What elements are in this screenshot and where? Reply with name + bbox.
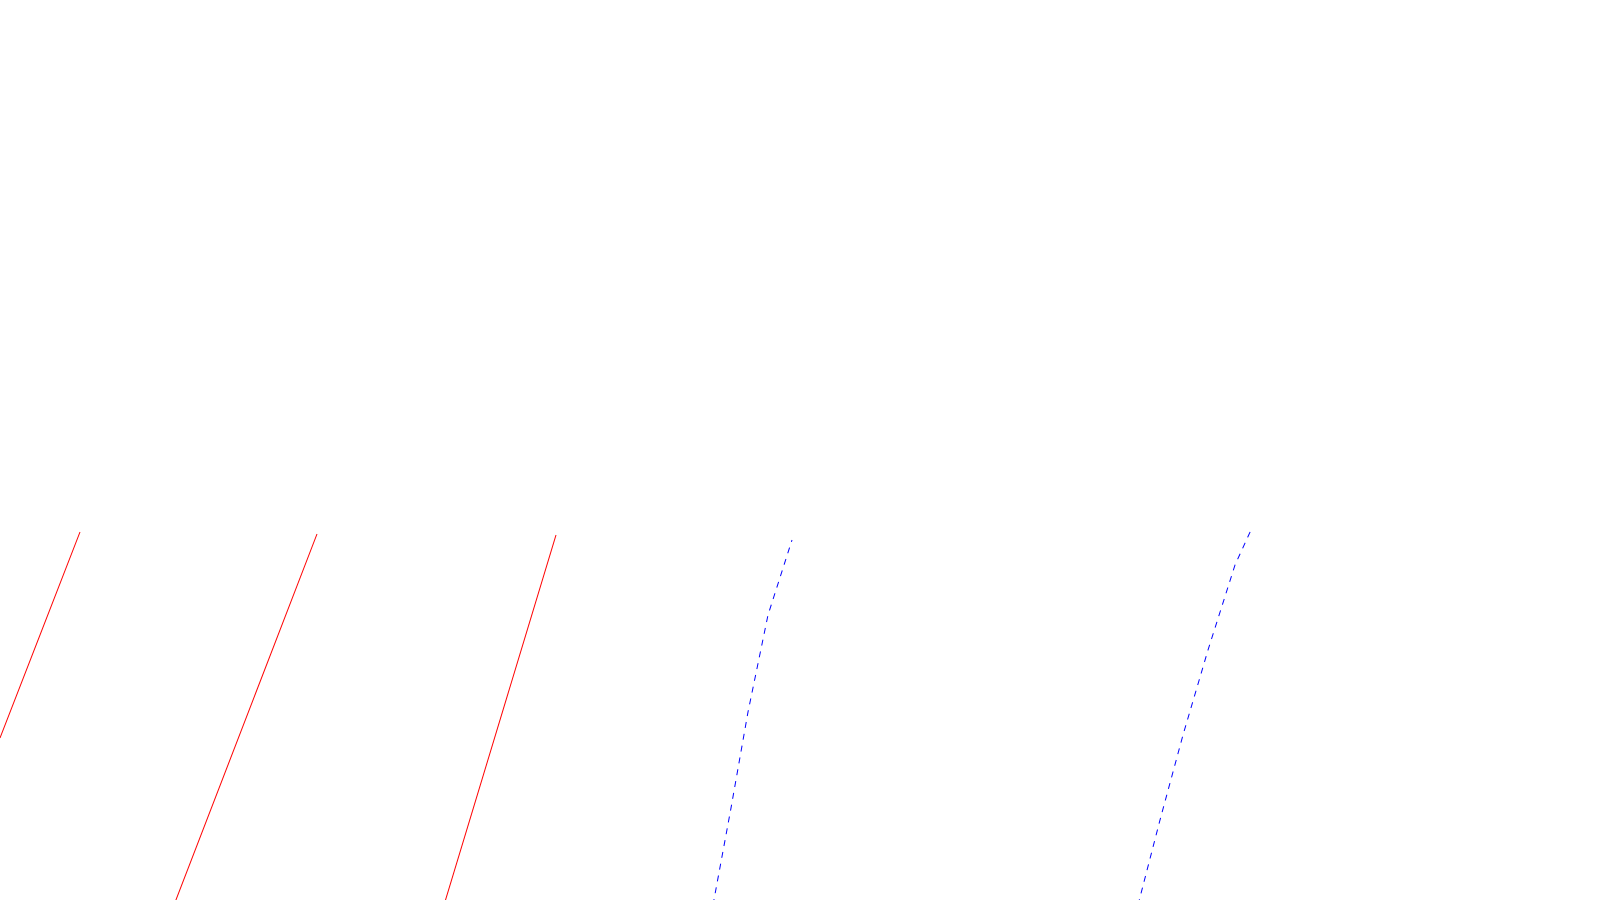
red-solid-line-2: [175, 533, 318, 900]
red-solid-line-1: [0, 531, 81, 739]
blue-dashed-line-2: [1138, 529, 1252, 900]
red-solid-line-3: [444, 534, 557, 900]
blue-dashed-line-1: [713, 539, 793, 900]
